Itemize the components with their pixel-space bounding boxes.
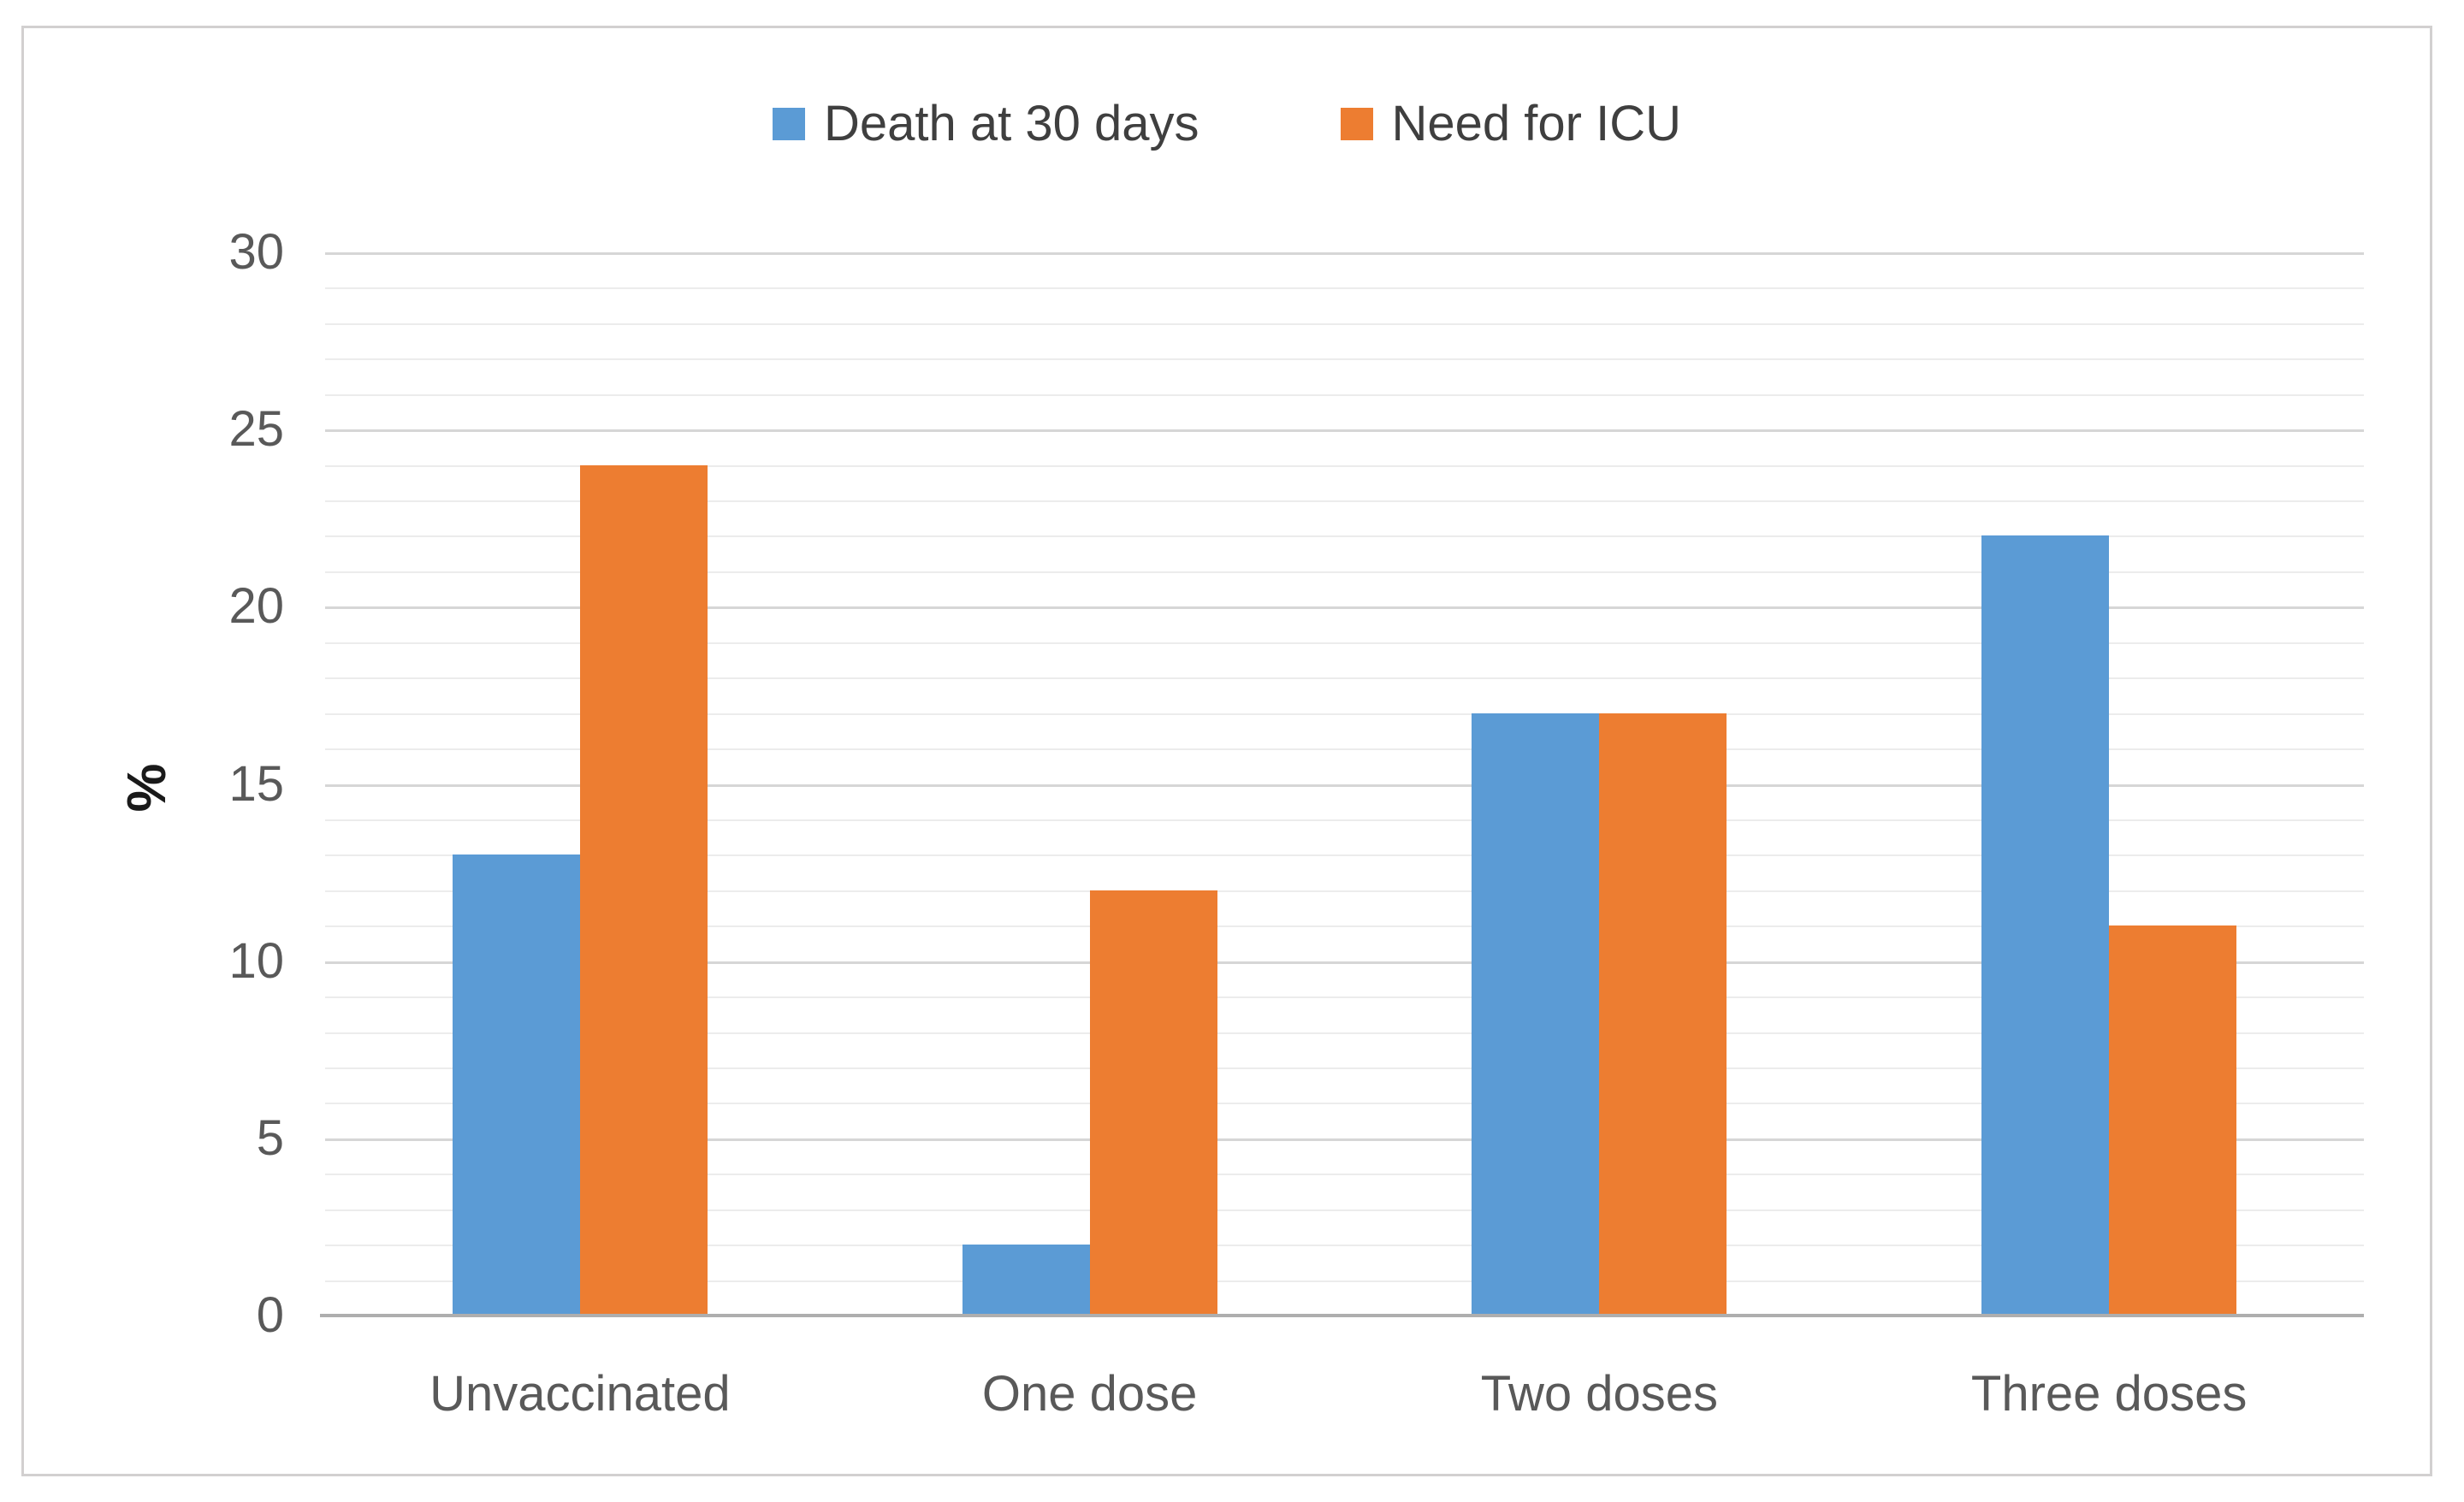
bar-death-at-30-days-unvaccinated xyxy=(452,854,580,1316)
minor-gridline-8 xyxy=(325,1032,2364,1034)
y-tick-label-20: 20 xyxy=(228,578,284,635)
legend: Death at 30 days Need for ICU xyxy=(24,97,2430,151)
y-tick-label-5: 5 xyxy=(256,1109,284,1166)
bar-need-for-icu-two-doses xyxy=(1599,713,1727,1316)
bar-death-at-30-days-two-doses xyxy=(1472,713,1600,1316)
legend-swatch-icon xyxy=(773,107,805,140)
x-category-label-three-doses: Three doses xyxy=(1970,1366,2248,1422)
legend-item-death-at-30-days: Death at 30 days xyxy=(773,97,1199,151)
minor-gridline-6 xyxy=(325,1103,2364,1105)
minor-gridline-23 xyxy=(325,500,2364,503)
x-category-label-unvaccinated: Unvaccinated xyxy=(429,1366,731,1422)
bar-need-for-icu-three-doses xyxy=(2109,925,2237,1316)
legend-label: Need for ICU xyxy=(1391,96,1681,151)
bar-need-for-icu-one-dose xyxy=(1089,890,1217,1316)
legend-item-need-for-icu: Need for ICU xyxy=(1340,96,1681,151)
minor-gridline-21 xyxy=(325,571,2364,573)
minor-gridline-4 xyxy=(325,1174,2364,1176)
bar-need-for-icu-unvaccinated xyxy=(579,464,708,1316)
minor-gridline-11 xyxy=(325,925,2364,928)
minor-gridline-28 xyxy=(325,322,2364,325)
y-tick-label-25: 25 xyxy=(228,401,284,458)
bar-death-at-30-days-three-doses xyxy=(1981,535,2110,1316)
minor-gridline-9 xyxy=(325,996,2364,999)
minor-gridline-2 xyxy=(325,1245,2364,1247)
y-tick-label-10: 10 xyxy=(228,932,284,989)
minor-gridline-18 xyxy=(325,677,2364,680)
major-gridline-30 xyxy=(325,252,2364,255)
bar-death-at-30-days-one-dose xyxy=(962,1245,1090,1316)
plot-area xyxy=(320,252,2364,1317)
minor-gridline-3 xyxy=(325,1209,2364,1211)
x-axis-line xyxy=(320,1314,2364,1317)
minor-gridline-1 xyxy=(325,1280,2364,1282)
major-gridline-20 xyxy=(325,606,2364,610)
minor-gridline-14 xyxy=(325,819,2364,821)
chart-frame: Death at 30 days Need for ICU % 0 5 10 15 20 2… xyxy=(21,26,2432,1476)
minor-gridline-16 xyxy=(325,748,2364,751)
minor-gridline-19 xyxy=(325,642,2364,644)
minor-gridline-12 xyxy=(325,890,2364,892)
legend-swatch-icon xyxy=(1340,107,1373,140)
minor-gridline-17 xyxy=(325,713,2364,715)
major-gridline-25 xyxy=(325,429,2364,433)
minor-gridline-13 xyxy=(325,854,2364,857)
x-category-label-two-doses: Two doses xyxy=(1480,1366,1718,1422)
major-gridline-5 xyxy=(325,1138,2364,1141)
y-tick-label-15: 15 xyxy=(228,755,284,812)
y-tick-label-0: 0 xyxy=(256,1287,284,1343)
minor-gridline-29 xyxy=(325,287,2364,290)
x-category-label-one-dose: One dose xyxy=(981,1366,1198,1422)
legend-label: Death at 30 days xyxy=(824,96,1199,151)
y-tick-label-30: 30 xyxy=(228,224,284,280)
minor-gridline-27 xyxy=(325,358,2364,361)
minor-gridline-24 xyxy=(325,464,2364,467)
minor-gridline-26 xyxy=(325,393,2364,396)
major-gridline-15 xyxy=(325,784,2364,787)
minor-gridline-22 xyxy=(325,535,2364,538)
major-gridline-10 xyxy=(325,961,2364,964)
minor-gridline-7 xyxy=(325,1067,2364,1069)
